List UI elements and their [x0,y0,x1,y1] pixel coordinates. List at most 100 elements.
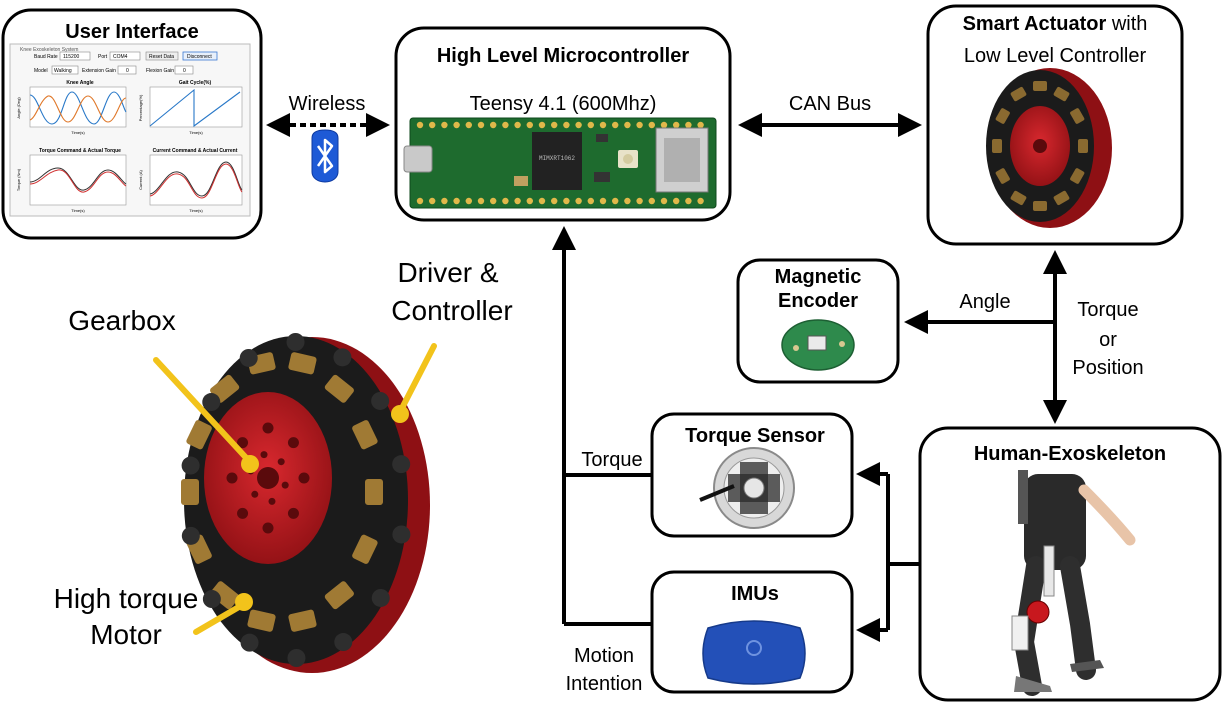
housing-boss [239,348,258,367]
housing-boss [181,526,200,545]
actuator-subtitle: Low Level Controller [964,45,1147,67]
disconnect-label: Disconnect [187,54,212,60]
stator-slot [352,420,378,450]
smart-actuator-image [986,68,1112,228]
pin [575,197,582,205]
bolt-hole [281,481,289,489]
baud-select[interactable] [59,51,91,61]
motor-pointer [193,593,253,635]
housing-boss [287,648,306,667]
housing-boss [286,333,305,352]
mcu-box: High Level Microcontroller Teensy 4.1 (6… [394,26,732,222]
gearbox-label: Gearbox [68,305,175,336]
pin [636,197,643,205]
pin [538,121,546,129]
pin [490,197,497,205]
stator-slot [247,609,276,632]
exo-title: Human-Exoskeleton [974,443,1166,465]
pin [612,121,619,129]
pin [587,197,594,205]
driver-label-line1: Driver & [397,257,498,288]
housing-boss [202,590,221,609]
current-plot: Current Command & Actual Current Current… [138,148,243,213]
port-select[interactable] [109,51,141,61]
pin [477,197,485,205]
pin [673,121,680,129]
extension-gain-value: 0 [126,68,129,74]
housing-boss [371,588,390,607]
knee-angle-ylabel: Angle (Deg) [16,97,21,119]
pin [624,197,631,205]
torque-or-position-line2: or [1099,329,1117,351]
stator-slot [288,609,317,632]
stator-slot [324,581,354,610]
torque-link-label: Torque [581,449,642,471]
pin [477,121,485,129]
model-value: Walking [54,68,72,74]
extension-gain-label: Extension Gain [82,68,116,74]
housing-boss [240,633,259,652]
pin [490,121,497,129]
pin [648,197,655,205]
reset-data-button[interactable] [145,51,179,61]
bolt-hole [262,422,274,434]
encoder-title-line1: Magnetic [775,266,862,288]
housing-boss [202,393,221,412]
knee-angle-xlabel: Time(s) [71,130,85,135]
gait-cycle-plot: Gait Cycle(%) Percentage(%) Time(s) [138,80,243,135]
human-exoskeleton-box: Human-Exoskeleton [918,426,1222,702]
knee-angle-title: Knee Angle [66,80,94,86]
smart-actuator-box: Smart Actuator with Low Level Controller [926,4,1184,246]
torque-or-position-line3: Position [1072,357,1143,379]
driver-label-line2: Controller [391,295,512,326]
mcu-subtitle: Teensy 4.1 (600Mhz) [470,93,657,115]
teensy-board-image: MIMXRT1062 [403,117,717,209]
stator-slot [995,168,1010,184]
bolt-hole [237,437,249,449]
pin [514,197,521,205]
extension-gain-spinner[interactable] [117,65,137,75]
output-shaft-hole [257,467,279,489]
flexion-gain-label: Flexion Gain [146,68,174,74]
imu-device-image [702,620,806,685]
pin [685,121,692,129]
gait-cycle-ylabel: Percentage(%) [138,94,143,121]
reset-data-label: Reset Data [149,54,174,60]
flexion-gain-spinner[interactable] [174,65,194,75]
imus-title: IMUs [731,583,779,605]
pin [429,121,436,129]
model-select[interactable] [51,65,79,75]
pin [697,197,704,205]
actuator-title: Smart Actuator with [963,13,1148,35]
bolt-hole [262,522,274,534]
disconnect-button[interactable] [182,51,218,61]
current-plot-xlabel: Time(s) [189,208,203,213]
pin [441,121,448,129]
wireless-label: Wireless [289,93,366,115]
pin [612,197,619,205]
can-bus-label: CAN Bus [789,93,871,115]
torque-or-position-line1: Torque [1077,299,1138,321]
stator-slot [1053,86,1070,102]
driver-pointer [391,343,437,423]
torque-plot-ylabel: Torque (Nm) [16,168,21,191]
pin [551,121,558,129]
human-exoskeleton-image [1011,470,1136,696]
housing-boss [333,348,352,367]
stator-slot [995,108,1010,124]
wireless-link: Wireless [266,93,390,183]
pin [673,197,680,205]
bolt-hole [268,497,276,505]
stator-slot [1033,81,1047,91]
model-label: Model [34,68,48,74]
user-interface-box: User Interface Knee Exoskeleton System B… [1,8,263,240]
pin [551,197,558,205]
angle-label: Angle [959,291,1010,313]
can-bus-link: CAN Bus [738,93,922,137]
pin [465,197,472,205]
stator-slot [1078,139,1088,153]
pin [416,197,424,205]
pin [648,121,655,129]
bldc-actuator-image [181,333,430,673]
